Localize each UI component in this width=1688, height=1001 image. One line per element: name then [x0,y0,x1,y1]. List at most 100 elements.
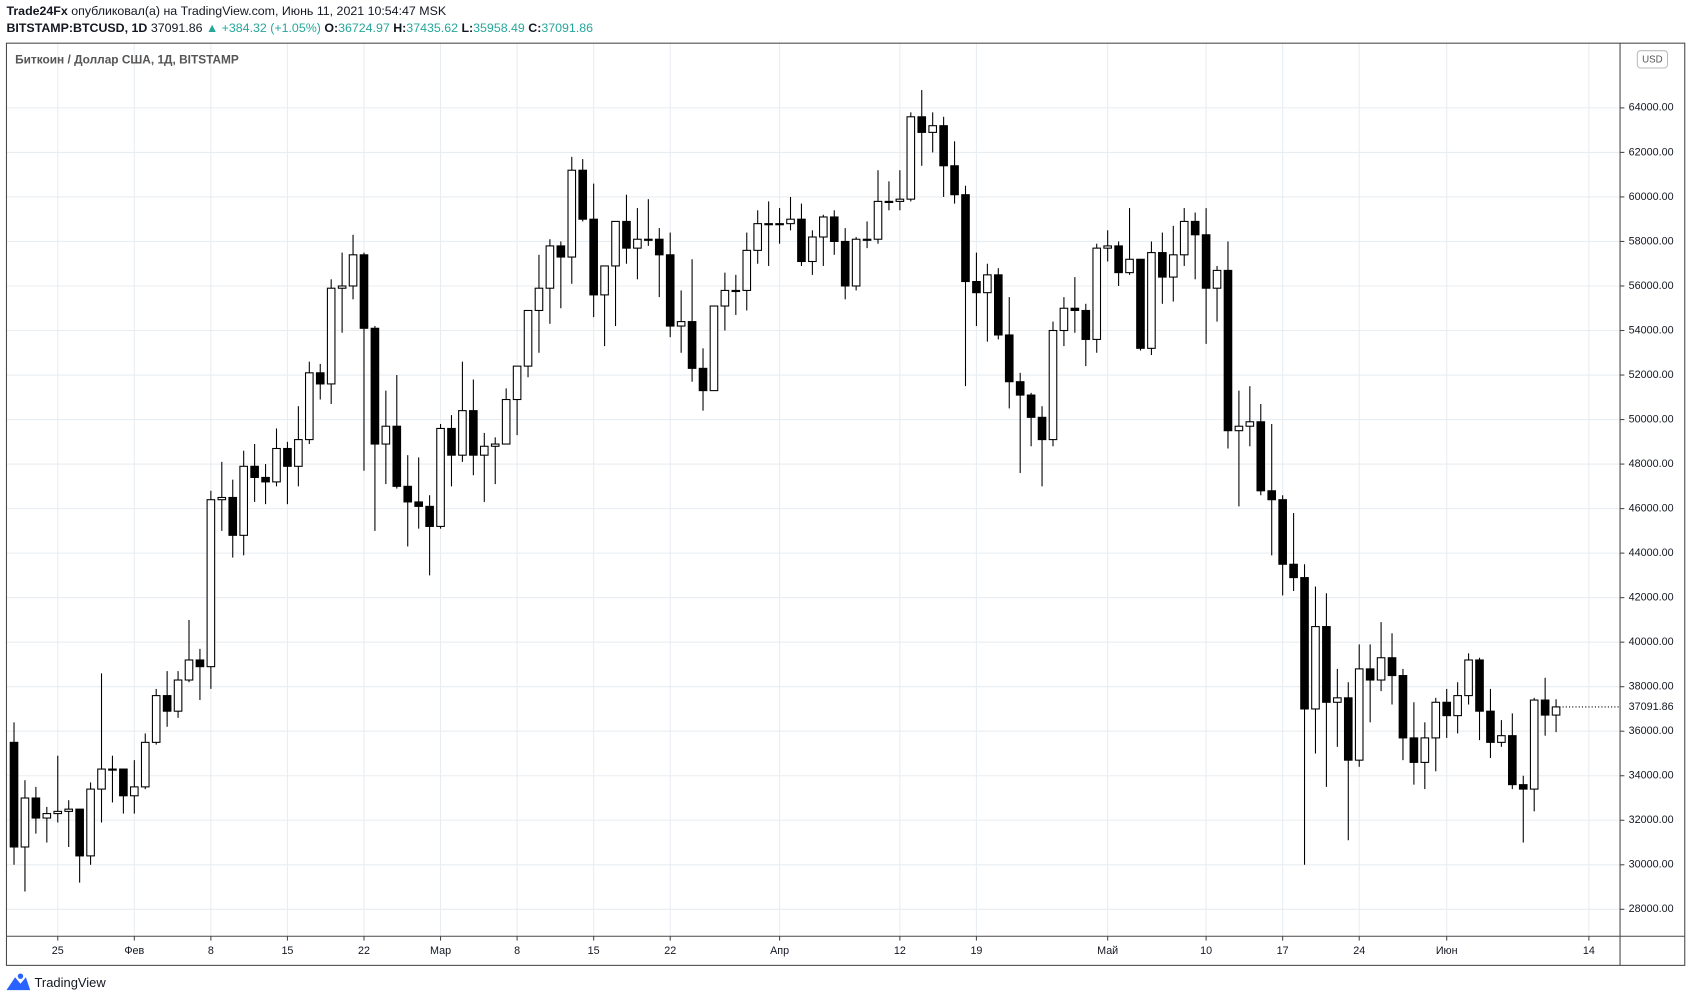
candle-body [829,216,839,243]
y-tick-label: 64000.00 [1629,102,1674,114]
candle-body [53,810,63,815]
x-tick-label: Мар [430,945,451,957]
candle-body [1190,220,1200,236]
author: Trade24Fx [6,4,67,18]
candle-body [1343,697,1353,761]
candle-body [862,238,872,241]
candle-body [512,365,522,401]
candle-body [1365,668,1375,681]
x-tick-label: 22 [664,945,676,957]
candle-body [1333,697,1342,703]
header-line-2: BITSTAMP:BTCUSD, 1D 37091.86 ▲ +384.32 (… [6,21,593,35]
candle-body [764,223,773,226]
candle-body [1125,258,1134,274]
candle-body [425,505,434,527]
candle-body [928,125,938,133]
candle-body [644,238,653,241]
y-tick-label: 52000.00 [1629,369,1674,381]
candle-body [1026,394,1036,418]
candle-body [720,289,730,307]
candle-body [1223,269,1233,432]
currency-badge[interactable] [1636,50,1669,69]
tradingview-logo [6,973,31,991]
candle-body [622,220,631,249]
candle-body [819,216,828,238]
x-tick-label: 19 [970,945,982,957]
candle-body [884,200,894,204]
candle-body [1037,416,1047,441]
x-tick-label: Май [1097,945,1118,957]
candle-body [1212,269,1222,289]
candle-body [1070,307,1080,312]
candle-body [687,321,697,369]
y-tick-label: 60000.00 [1629,191,1674,203]
candle-body [1267,490,1277,501]
candle-body [447,427,456,456]
candle-body [469,410,478,456]
candle-body [742,249,752,291]
candle-body [611,220,620,267]
candle-body [972,280,981,294]
o-label: O: [324,21,338,35]
candle-body [534,287,544,312]
candle-body [228,496,238,536]
x-tick-label: 25 [52,945,64,957]
l-label: L: [461,21,473,35]
y-tick-label: 44000.00 [1629,547,1674,559]
y-tick-label: 34000.00 [1629,770,1674,782]
y-tick-label: 42000.00 [1629,591,1674,603]
candle-body [1048,329,1058,441]
candle-body [1551,706,1561,716]
last-price-box [1621,699,1682,715]
candle-body [261,476,270,483]
candle-body [130,786,139,797]
candle-body [414,501,423,507]
candle-body [1245,421,1255,427]
candle-body [490,443,500,447]
symbol: BITSTAMP:BTCUSD, 1D [6,21,147,35]
l-value: 35958.49 [473,21,525,35]
candles [9,90,1621,892]
candle-body [1398,675,1408,739]
candle-body [1136,258,1145,349]
candle-body [1497,735,1506,743]
candle-body [545,245,555,289]
x-tick-label: 15 [588,945,600,957]
candle-body [1387,657,1397,677]
x-tick-label: Апр [770,945,789,957]
candle-body [654,238,664,256]
candle-body [698,367,708,392]
candle-body [9,741,19,848]
candle-body [392,425,402,487]
candle-body [108,768,117,771]
candle-body [1453,695,1462,717]
candle-body [1092,247,1102,340]
candle-body [709,305,719,392]
y-tick-label: 54000.00 [1629,324,1674,336]
candle-body [1201,234,1211,289]
candle-body [217,496,227,501]
x-tick-label: 12 [894,945,906,957]
candle-body [600,265,609,296]
y-tick-label: 50000.00 [1629,413,1674,425]
candle-body [436,427,445,527]
candle-body [753,223,763,251]
candle-body [1431,701,1441,739]
candle-body [140,741,150,788]
y-tick-label: 48000.00 [1629,458,1674,470]
candle-body [97,768,106,790]
c-label: C: [528,21,541,35]
candle-body [1103,245,1112,249]
y-tick-label: 62000.00 [1629,146,1674,158]
candle-body [1234,425,1244,432]
y-tick-label: 32000.00 [1629,814,1674,826]
candle-body [1442,701,1452,717]
candle-body [250,465,259,478]
x-tick-label: 24 [1353,945,1365,957]
candle-body [1278,499,1287,565]
candle-body [1409,737,1419,763]
candle-body [1015,381,1025,396]
candle-body [1004,334,1014,383]
candle-body [75,808,84,857]
